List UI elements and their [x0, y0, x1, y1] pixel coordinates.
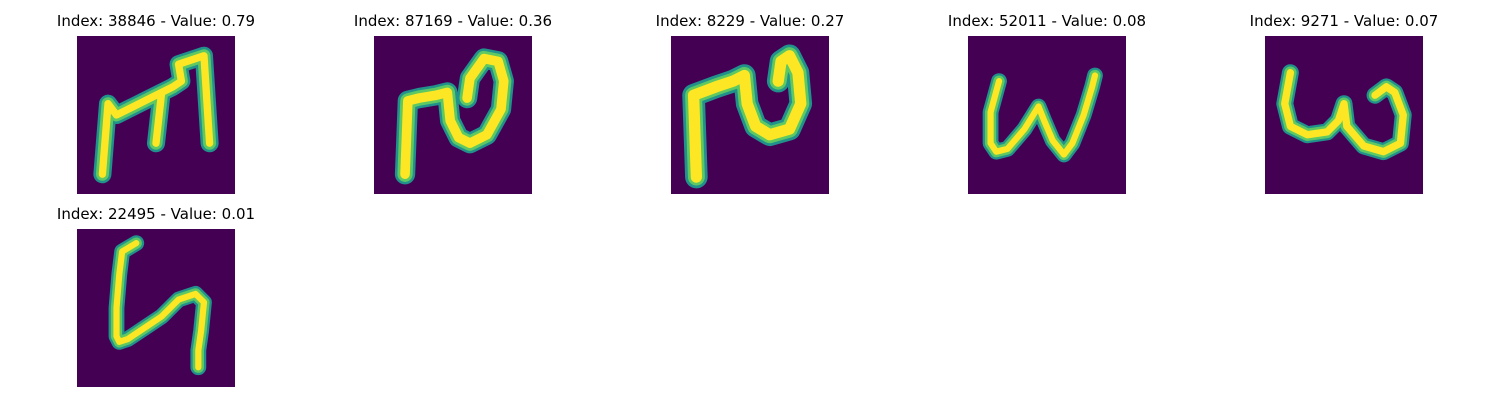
panel-title: Index: 87169 - Value: 0.36 — [353, 12, 553, 30]
handwritten-w-image — [968, 36, 1126, 194]
panel-title: Index: 52011 - Value: 0.08 — [947, 12, 1147, 30]
handwritten-n-image — [374, 36, 532, 194]
panel-title: Index: 38846 - Value: 0.79 — [56, 12, 256, 30]
handwritten-n-image — [671, 36, 829, 194]
panel-title: Index: 22495 - Value: 0.01 — [56, 205, 256, 223]
sample-panel-5: Index: 9271 - Value: 0.07 — [1194, 12, 1494, 202]
sample-panel-2: Index: 87169 - Value: 0.36 — [303, 12, 603, 202]
handwritten-h-image — [77, 229, 235, 387]
handwritten-w-image — [1265, 36, 1423, 194]
sample-panel-3: Index: 8229 - Value: 0.27 — [600, 12, 900, 202]
sample-panel-1: Index: 38846 - Value: 0.79 — [6, 12, 306, 202]
sample-panel-4: Index: 52011 - Value: 0.08 — [897, 12, 1197, 202]
sample-panel-6: Index: 22495 - Value: 0.01 — [6, 205, 306, 395]
panel-title: Index: 8229 - Value: 0.27 — [655, 12, 845, 30]
panel-title: Index: 9271 - Value: 0.07 — [1249, 12, 1439, 30]
handwritten-m-image — [77, 36, 235, 194]
